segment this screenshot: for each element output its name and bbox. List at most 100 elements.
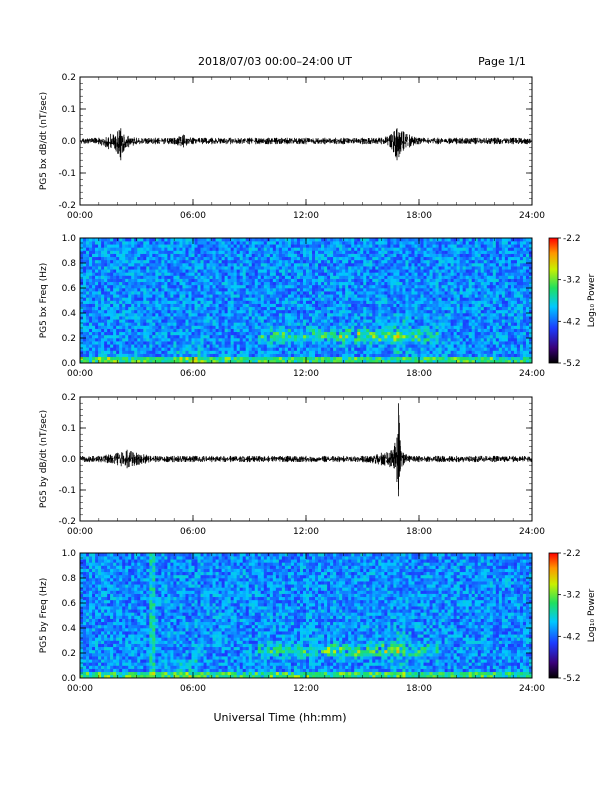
spectrogram-cell bbox=[80, 319, 84, 323]
spectrogram-cell bbox=[444, 288, 448, 292]
spectrogram-cell bbox=[104, 300, 108, 304]
spectrogram-cell bbox=[257, 309, 262, 314]
spectrogram-cell bbox=[396, 306, 400, 311]
spectrogram-cell bbox=[242, 353, 247, 358]
spectrogram-cell bbox=[272, 297, 277, 301]
spectrogram-cell bbox=[146, 266, 150, 270]
spectrogram-cell bbox=[372, 303, 376, 308]
spectrogram-cell bbox=[330, 238, 334, 242]
spectrogram-cell bbox=[396, 241, 400, 245]
spectrogram-cell bbox=[372, 294, 376, 298]
spectrogram-cell bbox=[327, 266, 331, 270]
spectrogram-cell bbox=[330, 300, 334, 304]
spectrogram-cell bbox=[324, 341, 328, 345]
spectrogram-cell bbox=[137, 294, 141, 298]
spectrogram-cell bbox=[345, 306, 349, 311]
spectrogram-cell bbox=[278, 259, 283, 264]
spectrogram-cell bbox=[116, 247, 120, 251]
spectrogram-cell bbox=[309, 359, 313, 364]
spectrogram-cell bbox=[336, 309, 340, 314]
spectrogram-cell bbox=[299, 306, 304, 311]
spectrogram-cell bbox=[315, 313, 319, 317]
spectrogram-cell bbox=[309, 297, 313, 301]
spectrogram-cell bbox=[266, 316, 271, 320]
spectrogram-cell bbox=[98, 303, 102, 308]
spectrogram-cell bbox=[197, 244, 201, 248]
spectrogram-cell bbox=[324, 256, 328, 261]
spectrogram-cell bbox=[182, 256, 186, 261]
spectrogram-cell bbox=[209, 259, 213, 264]
spectrogram-cell bbox=[426, 250, 430, 254]
spectrogram-cell bbox=[251, 344, 256, 348]
spectrogram-cell bbox=[438, 250, 442, 254]
spectrogram-cell bbox=[101, 291, 105, 295]
spectrogram-cell bbox=[408, 350, 412, 354]
spectrogram-cell bbox=[149, 256, 153, 261]
spectrogram-cell bbox=[116, 347, 120, 351]
spectrogram-cell bbox=[345, 238, 349, 242]
spectrogram-cell bbox=[423, 253, 427, 258]
spectrogram-cell bbox=[287, 350, 292, 354]
spectrogram-cell bbox=[110, 294, 114, 298]
spectrogram-cell bbox=[354, 259, 358, 264]
spectrogram-cell bbox=[86, 319, 90, 323]
spectrogram-cell bbox=[155, 288, 159, 292]
spectrogram-cell bbox=[242, 334, 247, 339]
spectrogram-cell bbox=[86, 269, 90, 273]
spectrogram-cell bbox=[266, 338, 271, 342]
spectrogram-cell bbox=[233, 244, 237, 248]
spectrogram-cell bbox=[363, 284, 367, 289]
spectrogram-cell bbox=[417, 313, 421, 317]
spectrogram-cell bbox=[92, 325, 96, 329]
spectrogram-cell bbox=[227, 359, 231, 364]
spectrogram-cell bbox=[134, 281, 138, 286]
spectrogram-cell bbox=[242, 309, 247, 314]
spectrogram-cell bbox=[128, 322, 132, 326]
spectrogram-cell bbox=[170, 253, 174, 258]
spectrogram-cell bbox=[116, 297, 120, 301]
spectrogram-cell bbox=[236, 272, 240, 276]
spectrogram-cell bbox=[206, 278, 210, 283]
spectrogram-cell bbox=[405, 281, 409, 286]
spectrogram-cell bbox=[101, 241, 105, 245]
spectrogram-cell bbox=[209, 253, 213, 258]
spectrogram-cell bbox=[402, 294, 406, 298]
spectrogram-cell bbox=[360, 297, 364, 301]
spectrogram-cell bbox=[275, 281, 280, 286]
spectrogram-cell bbox=[149, 259, 153, 264]
spectrogram-cell bbox=[134, 241, 138, 245]
spectrogram-cell bbox=[110, 331, 114, 336]
spectrogram-cell bbox=[372, 316, 376, 320]
spectrogram-cell bbox=[306, 294, 310, 298]
spectrogram-cell bbox=[366, 238, 370, 242]
spectrogram-cell bbox=[194, 313, 198, 317]
spectrogram-cell bbox=[306, 359, 310, 364]
spectrogram-cell bbox=[375, 278, 379, 283]
spectrogram-cell bbox=[444, 325, 448, 329]
spectrogram-cell bbox=[275, 350, 280, 354]
spectrogram-cell bbox=[269, 241, 274, 245]
spectrogram-cell bbox=[330, 309, 334, 314]
spectrogram-cell bbox=[128, 263, 132, 267]
spectrogram-cell bbox=[342, 253, 346, 258]
spectrogram-cell bbox=[125, 316, 129, 320]
spectrogram-cell bbox=[372, 359, 376, 364]
spectrogram-cell bbox=[236, 350, 240, 354]
spectrogram-cell bbox=[98, 259, 102, 264]
spectrogram-cell bbox=[306, 259, 310, 264]
spectrogram-cell bbox=[155, 281, 159, 286]
spectrogram-cell bbox=[251, 281, 256, 286]
spectrogram-cell bbox=[161, 256, 165, 261]
spectrogram-cell bbox=[281, 272, 286, 276]
spectrogram-cell bbox=[438, 331, 442, 336]
spectrogram-cell bbox=[128, 256, 132, 261]
spectrogram-cell bbox=[429, 359, 433, 364]
spectrogram-cell bbox=[107, 284, 111, 289]
spectrogram-cell bbox=[215, 263, 219, 267]
spectrogram-cell bbox=[275, 356, 280, 361]
spectrogram-cell bbox=[390, 344, 394, 348]
spectrogram-cell bbox=[387, 288, 391, 292]
spectrogram-cell bbox=[312, 263, 316, 267]
spectrogram-cell bbox=[360, 303, 364, 308]
spectrogram-cell bbox=[173, 313, 177, 317]
